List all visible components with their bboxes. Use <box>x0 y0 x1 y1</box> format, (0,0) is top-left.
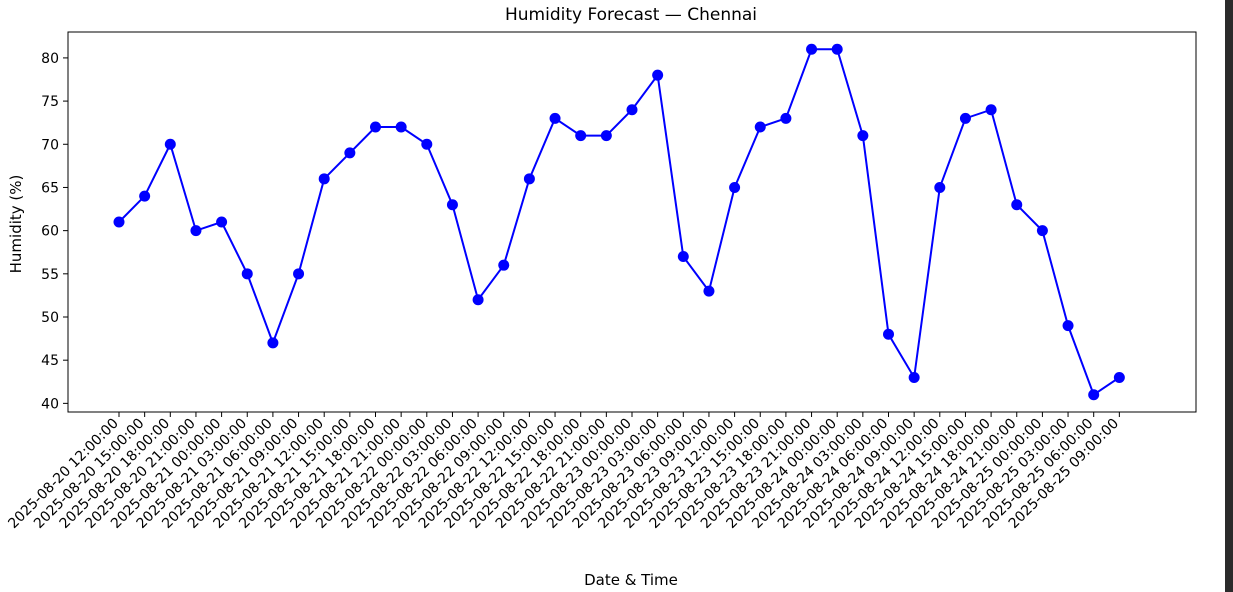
y-tick-label: 60 <box>41 224 59 240</box>
y-tick-label: 45 <box>41 353 59 369</box>
data-point <box>267 337 279 349</box>
data-point <box>934 181 946 193</box>
chart-title: Humidity Forecast — Chennai <box>505 5 757 25</box>
data-point <box>575 130 587 142</box>
data-point <box>985 104 997 116</box>
y-tick-label: 50 <box>41 310 59 326</box>
data-point <box>113 216 125 228</box>
data-point <box>626 104 638 116</box>
data-point <box>498 259 510 271</box>
y-tick-label: 80 <box>41 51 59 67</box>
data-point <box>190 225 202 237</box>
data-point <box>959 112 971 124</box>
data-point <box>729 181 741 193</box>
data-point <box>421 138 433 150</box>
y-tick-label: 75 <box>41 94 59 110</box>
data-point <box>831 43 843 55</box>
x-axis-label: Date & Time <box>584 571 678 589</box>
data-point <box>883 328 894 340</box>
y-axis-label: Humidity (%) <box>7 175 25 274</box>
data-point <box>1036 225 1048 237</box>
data-point <box>1011 199 1023 211</box>
plot-frame <box>67 31 1197 413</box>
data-point <box>344 147 356 159</box>
data-point <box>857 130 869 142</box>
data-point <box>652 69 664 81</box>
data-point <box>370 121 381 133</box>
data-point <box>523 173 535 185</box>
data-point <box>780 112 792 124</box>
humidity-series-line <box>118 48 1120 397</box>
data-point <box>164 138 176 150</box>
data-point <box>446 199 458 211</box>
data-point <box>139 190 151 202</box>
data-point <box>677 251 689 263</box>
data-point <box>600 130 612 142</box>
data-point <box>293 268 305 280</box>
data-point <box>241 268 253 280</box>
data-point <box>216 216 228 228</box>
data-point <box>318 173 330 185</box>
data-point <box>806 43 818 55</box>
data-point <box>1113 371 1125 383</box>
data-point <box>703 285 715 297</box>
y-tick-label: 55 <box>41 267 59 283</box>
y-tick-label: 65 <box>41 180 59 196</box>
data-point <box>395 121 407 133</box>
y-tick-label: 70 <box>41 137 59 153</box>
data-point <box>1062 320 1074 332</box>
data-point <box>549 112 561 124</box>
data-point <box>908 371 920 383</box>
data-point <box>1088 389 1100 401</box>
y-tick-label: 40 <box>41 396 59 412</box>
data-point <box>472 294 484 306</box>
data-point <box>754 121 766 133</box>
window-scrollbar[interactable] <box>1225 0 1233 592</box>
